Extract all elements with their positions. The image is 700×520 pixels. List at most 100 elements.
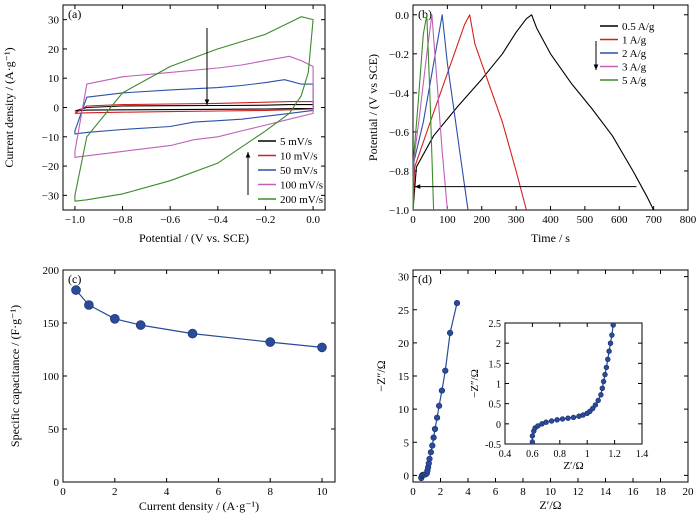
x-tick-label: 12 <box>573 486 584 498</box>
y-tick-label: 2.5 <box>489 319 502 330</box>
y-tick-label: −30 <box>42 190 60 202</box>
cv-curve-4 <box>74 16 314 202</box>
inset-series-0-point <box>595 397 601 404</box>
y-tick-label: 1.5 <box>489 359 502 370</box>
y-tick-label: −10 <box>42 132 60 144</box>
y-tick-label: 30 <box>48 15 60 27</box>
y-axis-label-a: Current density / (A·g⁻¹) <box>2 47 16 167</box>
inset-series-0-point <box>592 402 599 408</box>
x-tick-label: 700 <box>645 214 662 226</box>
y-tick-label: −0.6 <box>389 127 409 139</box>
x-tick-label: 2 <box>438 486 444 498</box>
inset-series-0-point <box>554 417 560 423</box>
x-tick-label: 8 <box>520 486 526 498</box>
y-tick-label: 100 <box>43 371 60 383</box>
inset-series-0-point <box>600 378 607 385</box>
x-tick-label: 0 <box>410 486 416 498</box>
panel-label-a: (a) <box>68 7 81 21</box>
x-tick-label: −0.6 <box>160 214 180 226</box>
gcd-curve-2 <box>412 14 469 211</box>
y-tick-label: 200 <box>43 265 60 277</box>
inset-series-0-point <box>548 418 555 424</box>
axes-frame-d-inset <box>504 322 643 445</box>
nyquist-series-0-point <box>429 442 436 449</box>
inset-series-0-point <box>565 415 571 421</box>
inset-series-0-point <box>570 414 577 421</box>
panel-d-inset: 0.4 0.6 0.8 1 1.2 1.4 -0.5 0 0.5 1 1.5 2 2.5 Z′/Ω −Z″/… <box>469 319 648 472</box>
cv-curve-3 <box>74 55 314 158</box>
legend-label-a: 100 mV/s <box>280 180 323 192</box>
inset-series-0-point <box>529 433 536 439</box>
gcd-curve-3 <box>412 14 448 211</box>
trend-arrow-left-head <box>414 184 421 189</box>
capacitance-series-0-point <box>187 328 198 339</box>
y-tick-label: 15 <box>398 371 410 383</box>
y-tick-label: 20 <box>398 338 410 350</box>
x-tick-label: 10 <box>317 486 329 498</box>
x-tick-label: 8 <box>267 486 273 498</box>
x-axis-label-b: Time / s <box>531 231 570 245</box>
axes-frame-b <box>412 4 689 211</box>
x-tick-label: 6 <box>216 486 222 498</box>
inset-series-0-point <box>605 356 611 362</box>
trend-arrow-legend-head <box>593 64 599 70</box>
x-tick-label: 1.2 <box>608 449 621 460</box>
legend-label-a: 50 mV/s <box>280 165 318 177</box>
legend-label-b: 0.5 A/g <box>622 21 655 33</box>
y-tick-label: 0 <box>54 477 60 489</box>
y-tick-label: 10 <box>48 73 60 85</box>
nyquist-series-0-point <box>436 402 443 409</box>
legend-label-a: 10 mV/s <box>280 151 318 163</box>
x-tick-label: 600 <box>611 214 628 226</box>
nyquist-series-0-point <box>453 300 461 307</box>
x-tick-label: 100 <box>439 214 456 226</box>
x-tick-label: 18 <box>655 486 667 498</box>
axes-frame-c <box>62 269 336 483</box>
inset-series-0-point <box>609 332 615 338</box>
x-axis-label-d: Z′/Ω <box>539 498 561 512</box>
inset-series-0-point <box>543 419 549 425</box>
y-tick-label: 0 <box>404 470 410 482</box>
gcd-curve-4 <box>412 14 435 211</box>
panel-b: 0 100 200 300 400 500 600 700 800 −1.0 −0.8 −0.6 −0.… <box>366 4 697 245</box>
y-tick-label: −1.0 <box>389 205 409 217</box>
x-tick-label: 1.4 <box>636 449 649 460</box>
inset-series-0-point <box>598 392 604 398</box>
inset-series-0-point <box>603 364 610 371</box>
y-axis-label-b: Potential / (V vs SCE) <box>366 54 380 161</box>
y-tick-label: 20 <box>48 44 60 56</box>
gcd-curve-0 <box>412 14 655 211</box>
x-tick-label: 1 <box>585 449 590 460</box>
x-tick-label: 4 <box>465 486 471 498</box>
x-tick-label: 0.8 <box>554 449 567 460</box>
panel-label-d: (d) <box>418 272 432 286</box>
x-tick-label: 500 <box>577 214 594 226</box>
capacitance-series-0-point <box>317 342 327 353</box>
y-tick-label: 0.5 <box>489 400 502 411</box>
y-tick-label: 30 <box>398 272 410 284</box>
inset-series-0-point <box>606 348 612 354</box>
y-tick-label: 0 <box>496 420 501 431</box>
inset-series-0-point <box>610 322 616 328</box>
capacitance-series-0-point <box>71 285 81 295</box>
y-tick-label: 5 <box>404 437 410 449</box>
x-tick-label: 6 <box>493 486 499 498</box>
capacitance-series-0-point <box>135 320 146 330</box>
x-tick-label: −0.2 <box>255 214 275 226</box>
nyquist-series-0-point <box>447 329 454 337</box>
x-tick-label: 200 <box>474 214 491 226</box>
y-axis-label-d-inset: −Z″/Ω <box>469 369 481 398</box>
panel-d: 0 2 4 6 8 10 12 14 16 18 20051015202530Z′/Ω−Z″/Ω(d… <box>374 269 695 512</box>
trend-arrow-up-head <box>245 152 251 158</box>
inset-series-0-point <box>529 439 536 445</box>
x-tick-label: 400 <box>542 214 559 226</box>
legend-label-b: 3 A/g <box>622 62 647 74</box>
capacitance-series-0-point <box>110 313 120 324</box>
inset-series-0-point <box>559 416 566 422</box>
x-tick-label: 300 <box>508 214 525 226</box>
y-axis-label-d: −Z″/Ω <box>374 360 388 391</box>
y-tick-label: 2 <box>496 339 501 350</box>
x-tick-label: 20 <box>683 486 695 498</box>
x-tick-label: 16 <box>628 486 640 498</box>
